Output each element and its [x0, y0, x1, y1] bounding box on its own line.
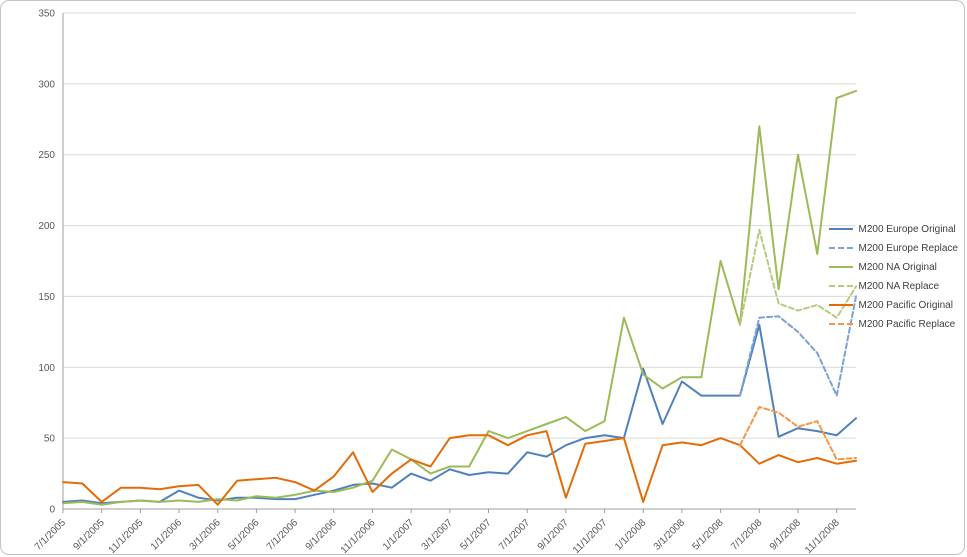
x-axis-tick-label: 1/1/2007: [381, 517, 417, 553]
x-axis-tick-label: 5/1/2006: [226, 517, 262, 553]
series-line-m200-pacific-replace: [739, 406, 857, 461]
x-axis-tick-label: 7/1/2005: [33, 517, 69, 553]
y-axis-tick-label: 350: [38, 9, 55, 20]
x-axis-tick-label: 11/1/2007: [571, 517, 610, 556]
legend-item: M200 Pacific Replace: [829, 318, 958, 330]
x-axis-tick-label: 9/1/2005: [71, 517, 107, 553]
legend-item: M200 Europe Original: [829, 223, 958, 235]
legend-line-sample: [829, 323, 854, 325]
legend-line-sample: [829, 228, 854, 230]
series-line-m200-na-original: [62, 89, 857, 506]
x-axis-tick-label: 11/1/2005: [107, 517, 146, 556]
x-axis-tick-label: 5/1/2007: [458, 517, 494, 553]
legend-item: M200 NA Replace: [829, 280, 958, 292]
x-axis-tick-label: 1/1/2008: [613, 517, 649, 553]
legend-label: M200 Europe Replace: [858, 242, 958, 254]
x-axis-tick-label: 3/1/2007: [420, 517, 456, 553]
x-axis-tick-label: 5/1/2008: [690, 517, 726, 553]
legend-line-sample: [829, 266, 854, 268]
y-axis-tick-label: 200: [38, 221, 55, 232]
y-axis-tick-label: 300: [38, 79, 55, 90]
y-axis-tick-label: 0: [49, 505, 55, 516]
x-axis-tick-label: 11/1/2008: [803, 517, 842, 556]
series-line-m200-pacific-original: [62, 430, 857, 506]
legend-item: M200 Europe Replace: [829, 242, 958, 254]
legend-label: M200 Europe Original: [858, 223, 956, 235]
legend-label: M200 NA Original: [858, 261, 937, 273]
legend-item: M200 Pacific Original: [829, 299, 958, 311]
legend-line-sample: [829, 247, 854, 249]
x-axis-tick-label: 9/1/2007: [536, 517, 572, 553]
x-axis-tick-label: 9/1/2006: [304, 517, 340, 553]
legend-line-sample: [829, 285, 854, 287]
legend-line-sample: [829, 304, 854, 306]
legend-item: M200 NA Original: [829, 261, 958, 273]
y-axis-tick-label: 100: [38, 363, 55, 374]
x-axis-tick-label: 9/1/2008: [768, 517, 804, 553]
y-axis-tick-label: 150: [38, 292, 55, 303]
legend-label: M200 Pacific Original: [858, 299, 953, 311]
y-axis-tick-label: 250: [38, 150, 55, 161]
chart-legend: M200 Europe Original M200 Europe Replace M…: [829, 223, 958, 330]
x-axis-tick-label: 7/1/2008: [729, 517, 765, 553]
x-axis-tick-label: 7/1/2006: [265, 517, 301, 553]
series-line-m200-europe-original: [62, 323, 857, 505]
series-line-m200-europe-replace: [739, 295, 857, 397]
x-axis-tick-label: 3/1/2006: [188, 517, 224, 553]
x-axis-tick-label: 7/1/2007: [497, 517, 533, 553]
x-axis-tick-label: 1/1/2006: [149, 517, 185, 553]
legend-label: M200 Pacific Replace: [858, 318, 956, 330]
series-line-m200-na-replace: [739, 228, 857, 326]
x-axis-tick-label: 11/1/2006: [339, 517, 378, 556]
x-axis-tick-label: 3/1/2008: [652, 517, 688, 553]
y-axis-tick-label: 50: [44, 434, 56, 445]
legend-label: M200 NA Replace: [858, 280, 940, 292]
